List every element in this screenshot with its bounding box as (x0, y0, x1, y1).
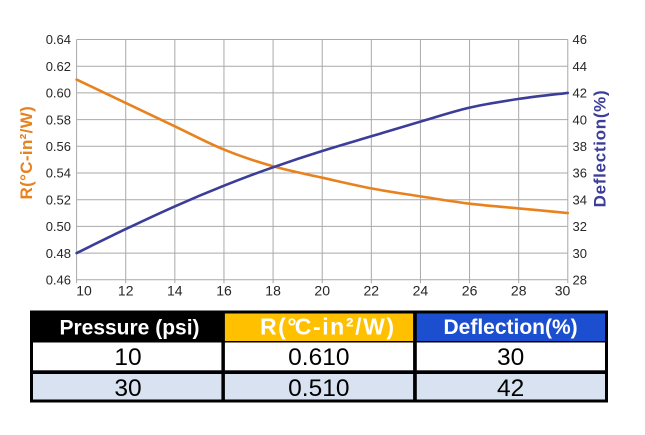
svg-text:28: 28 (511, 283, 527, 299)
svg-text:0.64: 0.64 (46, 32, 71, 47)
svg-text:36: 36 (573, 166, 587, 181)
svg-text:32: 32 (573, 219, 587, 234)
svg-text:14: 14 (167, 283, 183, 299)
svg-text:0.510: 0.510 (288, 375, 349, 402)
svg-text:20: 20 (314, 283, 330, 299)
svg-text:0.610: 0.610 (288, 344, 349, 371)
svg-text:10: 10 (76, 283, 92, 299)
svg-text:16: 16 (216, 283, 232, 299)
svg-text:42: 42 (497, 375, 524, 402)
svg-text:0.46: 0.46 (46, 273, 71, 288)
svg-text:30: 30 (497, 344, 524, 371)
svg-text:30: 30 (573, 246, 587, 261)
svg-text:10: 10 (114, 344, 141, 371)
svg-text:28: 28 (573, 273, 587, 288)
svg-text:38: 38 (573, 139, 587, 154)
svg-text:42: 42 (573, 86, 587, 101)
svg-text:46: 46 (573, 32, 587, 47)
svg-text:R(°C-in²/W): R(°C-in²/W) (17, 106, 36, 200)
svg-text:30: 30 (114, 375, 141, 402)
svg-text:0.60: 0.60 (46, 86, 71, 101)
svg-text:0.48: 0.48 (46, 246, 71, 261)
svg-text:0.58: 0.58 (46, 112, 71, 127)
svg-text:Deflection(%): Deflection(%) (444, 316, 578, 339)
svg-text:0.54: 0.54 (46, 166, 71, 181)
svg-text:R(°C-in²/W): R(°C-in²/W) (260, 314, 396, 340)
svg-text:Deflection(%): Deflection(%) (591, 90, 610, 208)
svg-text:0.56: 0.56 (46, 139, 71, 154)
svg-text:24: 24 (413, 283, 429, 299)
svg-text:12: 12 (118, 283, 134, 299)
svg-text:34: 34 (573, 192, 587, 207)
svg-text:44: 44 (573, 59, 587, 74)
svg-text:0.52: 0.52 (46, 192, 71, 207)
svg-text:22: 22 (364, 283, 380, 299)
svg-text:40: 40 (573, 112, 587, 127)
svg-text:0.50: 0.50 (46, 219, 71, 234)
svg-text:Pressure (psi): Pressure (psi) (59, 316, 199, 339)
svg-text:18: 18 (265, 283, 281, 299)
svg-text:0.62: 0.62 (46, 59, 71, 74)
svg-text:30: 30 (555, 283, 571, 299)
svg-text:26: 26 (462, 283, 478, 299)
